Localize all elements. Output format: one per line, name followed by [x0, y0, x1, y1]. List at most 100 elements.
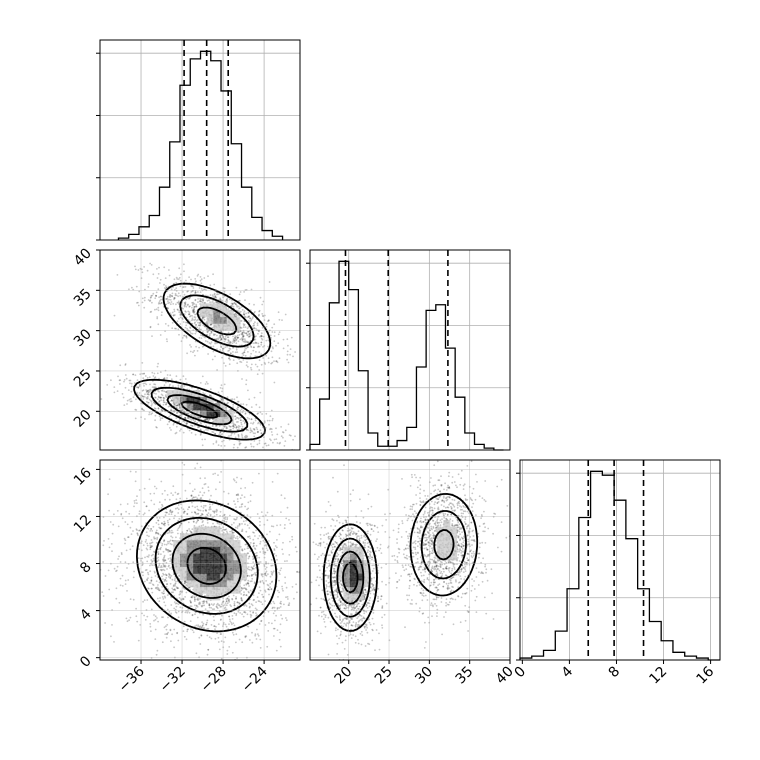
scatter-point [148, 393, 150, 396]
scatter-point [245, 312, 248, 315]
scatter-point [202, 317, 205, 319]
scatter-point [225, 520, 228, 523]
scatter-point [165, 548, 167, 551]
scatter-point [206, 382, 209, 385]
scatter-point [191, 596, 194, 599]
scatter-point [230, 434, 232, 437]
scatter-point [154, 587, 157, 590]
scatter-point [197, 301, 199, 303]
scatter-point [252, 455, 254, 457]
scatter-point [244, 523, 246, 526]
panel-border [99, 249, 301, 451]
scatter-point [208, 603, 211, 605]
scatter-point [236, 304, 238, 307]
scatter-point [195, 303, 198, 306]
scatter-point [257, 430, 259, 433]
scatter-point [229, 620, 232, 623]
scatter-point [254, 363, 257, 366]
scatter-point [235, 506, 237, 508]
scatter-point [151, 545, 154, 548]
scatter-point [267, 444, 270, 447]
scatter-point [136, 529, 138, 531]
scatter-point [184, 580, 186, 583]
scatter-point [220, 397, 223, 400]
density-cell [193, 403, 201, 411]
scatter-point [219, 343, 222, 346]
scatter-point [147, 299, 150, 301]
scatter-point [151, 541, 154, 544]
scatter-point [197, 425, 200, 428]
scatter-point [236, 601, 239, 604]
scatter-point [176, 278, 179, 280]
scatter-point [254, 573, 257, 576]
scatter-point [129, 470, 132, 473]
scatter-point [184, 326, 187, 329]
scatter-point [232, 531, 235, 534]
scatter-point [232, 406, 234, 408]
scatter-point [160, 568, 163, 571]
scatter-point [200, 626, 203, 628]
scatter-point [248, 556, 251, 558]
scatter-point [143, 296, 146, 299]
scatter-point [207, 512, 210, 514]
scatter-point [242, 340, 245, 343]
scatter-point [236, 396, 238, 399]
scatter-point [175, 536, 177, 539]
scatter-point [186, 290, 189, 293]
scatter-point [164, 522, 167, 525]
scatter-point [244, 436, 247, 439]
scatter-point [184, 417, 187, 420]
scatter-point [241, 503, 244, 505]
scatter-point [208, 603, 211, 606]
scatter-point [201, 334, 204, 337]
scatter-point [224, 425, 227, 427]
scatter-point [163, 539, 166, 541]
scatter-point [230, 341, 232, 344]
scatter-point [242, 335, 245, 338]
scatter-point [194, 299, 197, 302]
scatter-point [223, 383, 226, 386]
scatter-point [244, 354, 247, 357]
scatter-point [158, 501, 161, 504]
scatter-point [137, 386, 140, 389]
scatter-point [159, 534, 162, 536]
scatter-point [124, 386, 127, 389]
scatter-point [179, 378, 182, 381]
scatter-point [138, 385, 141, 387]
scatter-point [198, 328, 201, 331]
scatter-point [282, 589, 284, 592]
scatter-point [185, 311, 187, 313]
scatter-point [244, 543, 247, 546]
scatter-point [154, 638, 157, 640]
scatter-point [219, 387, 222, 389]
scatter-point [149, 399, 152, 402]
density-cell [220, 303, 228, 311]
scatter-point [149, 548, 152, 551]
scatter-point [206, 328, 208, 331]
scatter-point [265, 339, 268, 342]
scatter-point [225, 608, 228, 611]
scatter-point [195, 305, 198, 308]
scatter-point [278, 442, 281, 445]
scatter-point [214, 342, 217, 345]
scatter-point [280, 511, 282, 513]
scatter-point [192, 496, 195, 499]
scatter-point [208, 418, 211, 421]
density-cell [213, 303, 221, 311]
scatter-point [155, 291, 158, 294]
scatter-point [209, 508, 212, 511]
scatter-point [247, 325, 250, 328]
scatter-point [119, 584, 122, 587]
scatter-point [217, 641, 220, 643]
scatter-point [264, 574, 267, 576]
scatter-point [189, 601, 192, 604]
scatter-point [267, 345, 269, 348]
scatter-point [253, 435, 256, 438]
scatter-point [124, 583, 127, 585]
scatter-point [223, 337, 226, 340]
scatter-point [249, 550, 252, 552]
scatter-point [305, 378, 307, 380]
scatter-point [214, 472, 217, 475]
scatter-point [162, 403, 165, 406]
scatter-point [164, 604, 167, 607]
